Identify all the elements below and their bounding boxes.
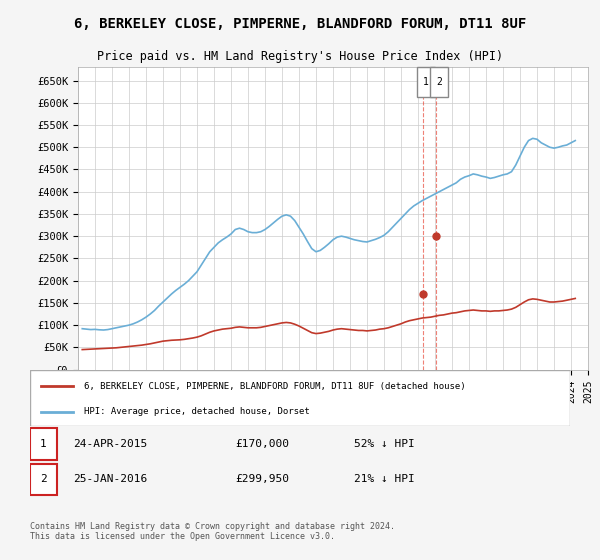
- Text: 1: 1: [40, 438, 47, 449]
- Text: HPI: Average price, detached house, Dorset: HPI: Average price, detached house, Dors…: [84, 407, 310, 416]
- Text: 24-APR-2015: 24-APR-2015: [73, 438, 148, 449]
- FancyBboxPatch shape: [430, 67, 448, 97]
- Text: 25-JAN-2016: 25-JAN-2016: [73, 474, 148, 484]
- Text: £170,000: £170,000: [235, 438, 289, 449]
- Text: Price paid vs. HM Land Registry's House Price Index (HPI): Price paid vs. HM Land Registry's House …: [97, 50, 503, 63]
- FancyBboxPatch shape: [30, 428, 57, 460]
- Text: Contains HM Land Registry data © Crown copyright and database right 2024.
This d: Contains HM Land Registry data © Crown c…: [30, 522, 395, 542]
- Text: 21% ↓ HPI: 21% ↓ HPI: [354, 474, 415, 484]
- Text: 6, BERKELEY CLOSE, PIMPERNE, BLANDFORD FORUM, DT11 8UF (detached house): 6, BERKELEY CLOSE, PIMPERNE, BLANDFORD F…: [84, 382, 466, 391]
- FancyBboxPatch shape: [417, 67, 436, 97]
- Text: 6, BERKELEY CLOSE, PIMPERNE, BLANDFORD FORUM, DT11 8UF: 6, BERKELEY CLOSE, PIMPERNE, BLANDFORD F…: [74, 17, 526, 31]
- FancyBboxPatch shape: [30, 464, 57, 496]
- Text: 1: 1: [423, 77, 429, 87]
- FancyBboxPatch shape: [30, 370, 570, 426]
- Text: 52% ↓ HPI: 52% ↓ HPI: [354, 438, 415, 449]
- Text: 2: 2: [436, 77, 442, 87]
- Text: 2: 2: [40, 474, 47, 484]
- Text: £299,950: £299,950: [235, 474, 289, 484]
